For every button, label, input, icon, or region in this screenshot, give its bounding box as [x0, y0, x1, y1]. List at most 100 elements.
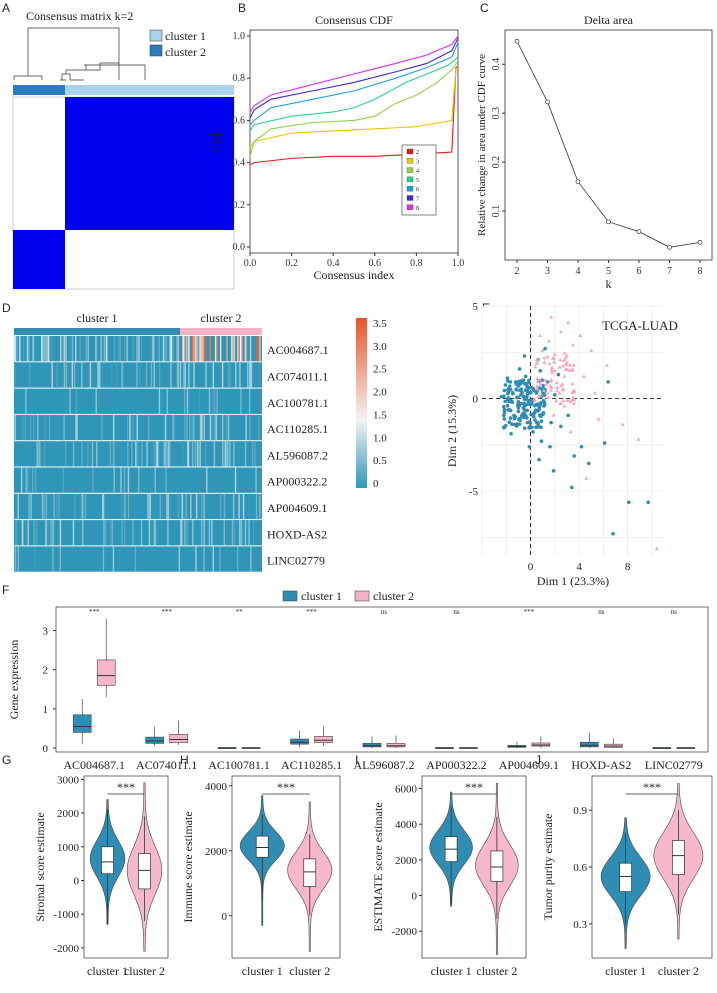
box-body-cluster1 — [145, 736, 164, 744]
heatmap-cell — [198, 493, 200, 520]
pca-point-cluster2 — [561, 387, 566, 391]
pca-point-cluster2 — [548, 388, 553, 392]
heatmap-cell — [123, 336, 126, 362]
pca-point-cluster1 — [611, 531, 615, 536]
heatmap-cell — [258, 336, 260, 362]
heatmap-cell — [176, 336, 178, 362]
heatmap-cell — [113, 520, 115, 546]
pca-point-cluster1 — [517, 422, 522, 426]
pca-point-cluster2 — [545, 354, 550, 359]
heatmap-cell — [102, 546, 105, 572]
box-category-label: AP000322.2 — [426, 758, 486, 772]
delta-xtick-label: 7 — [667, 266, 672, 277]
pca-point-cluster2 — [532, 397, 537, 401]
delta-point — [636, 229, 642, 234]
heatmap-cell — [89, 362, 92, 388]
heatmap-cell — [51, 362, 53, 388]
pca-point-cluster1 — [537, 457, 541, 462]
violin-ytick-label: 2000 — [205, 846, 228, 858]
matrix-block-cluster2 — [13, 230, 65, 289]
pca-point-cluster2 — [567, 362, 572, 367]
pca-point-cluster1 — [537, 386, 542, 391]
heatmap-cell — [41, 336, 43, 362]
heatmap-cell — [237, 336, 240, 362]
heatmap-cell — [33, 336, 36, 362]
pca-point-cluster1 — [515, 422, 519, 426]
heatmap-cell — [157, 441, 159, 467]
pca-point-cluster2 — [604, 363, 609, 367]
heatmap-cell — [201, 336, 203, 362]
heatmap-cell — [154, 467, 156, 493]
pca-point-cluster1 — [537, 405, 542, 410]
cdf-legend-label: 8 — [416, 206, 419, 212]
pca-point-cluster1 — [514, 387, 518, 392]
cdf-frame — [249, 29, 459, 254]
box-significance: ns — [671, 608, 678, 616]
heatmap-cell — [15, 362, 17, 388]
heatmap-gene-label: LINC02779 — [267, 554, 325, 568]
heatmap-cell — [186, 336, 188, 362]
heatmap-cell — [34, 546, 36, 572]
delta-xtick-label: 2 — [515, 266, 520, 277]
heatmap-cell — [25, 467, 28, 493]
violin-ytick-label: 0 — [222, 911, 228, 923]
heatmap-cell — [252, 520, 255, 546]
heatmap-cell — [140, 520, 143, 546]
pca-point-cluster2 — [589, 348, 594, 352]
cdf-xtick-label: 0.6 — [369, 258, 382, 269]
heatmap-cell — [212, 362, 215, 388]
heatmap-cell — [193, 336, 195, 362]
pca-point-cluster2 — [572, 401, 577, 405]
pca-point-cluster2 — [551, 355, 556, 360]
violin-ytick-label: 3000 — [57, 774, 80, 786]
pca-point-cluster1 — [516, 404, 520, 408]
cdf-ytick-label: 0.8 — [233, 73, 246, 84]
heatmap-cell — [33, 520, 35, 546]
pca-point-cluster1 — [539, 419, 544, 423]
heatmap-cell — [15, 520, 18, 546]
violin-ytick-label: 0.3 — [573, 919, 587, 931]
heatmap-cell — [168, 441, 170, 467]
pca-point-cluster1 — [551, 469, 556, 473]
heatmap-cell — [52, 441, 54, 467]
heatmap-cell — [239, 362, 241, 388]
box-category-label: AC074011.1 — [136, 758, 197, 772]
heatmap-cell — [56, 493, 58, 520]
heatmap-cell — [205, 362, 207, 388]
pca-point-cluster1 — [606, 380, 610, 384]
cdf-legend-label: 5 — [416, 178, 419, 184]
pca-point-cluster1 — [505, 403, 510, 408]
violin-ylabel: Tumor purity estimate — [541, 814, 555, 921]
cdf-xtick-label: 0.4 — [327, 258, 340, 269]
heatmap-cell — [52, 546, 54, 572]
pca-point-cluster2 — [571, 342, 575, 347]
violin-ytick-label: 6000 — [395, 783, 418, 795]
heatmap-cell — [30, 493, 32, 520]
heatmap-cell — [196, 336, 198, 362]
heatmap-cell — [156, 441, 158, 467]
heatmap-cell — [232, 493, 235, 520]
heatmap-cell — [202, 414, 205, 441]
heatmap-cell — [63, 520, 66, 546]
heatmap-cell — [32, 414, 35, 441]
pca-point-cluster2 — [537, 377, 542, 381]
heatmap-cell — [241, 336, 243, 362]
heatmap-cell — [214, 414, 217, 441]
pca-point-cluster2 — [558, 357, 563, 362]
pca-xtick-label: 0 — [528, 561, 534, 573]
heatmap-cell — [198, 388, 201, 414]
heatmap-row — [14, 336, 262, 362]
heatmap-cell — [180, 520, 182, 546]
cdf-legend-label: 6 — [416, 187, 419, 193]
heatmap-cell — [258, 362, 260, 388]
pca-point-cluster1 — [502, 425, 506, 430]
pca-point-cluster1 — [530, 425, 534, 430]
delta-ylabel: Relative change in area under CDF curve — [476, 54, 488, 236]
panel-label-f: F — [2, 583, 9, 597]
heatmap-cell — [244, 520, 247, 546]
heatmap-cell — [63, 362, 66, 388]
heatmap-cell — [239, 520, 241, 546]
heatmap-cell — [19, 336, 21, 362]
cdf-legend-swatch — [406, 195, 414, 201]
heatmap-cell — [219, 546, 221, 572]
